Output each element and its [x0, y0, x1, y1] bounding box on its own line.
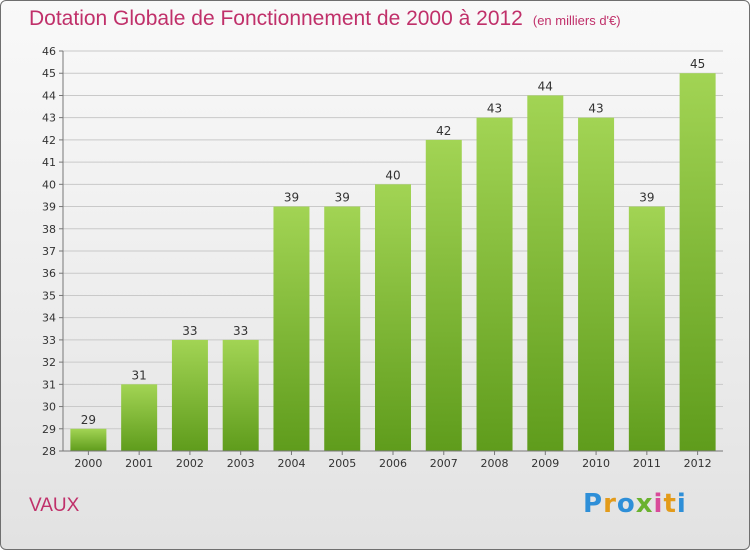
x-tick-label-2011: 2011 — [633, 457, 661, 470]
y-tick-label: 45 — [42, 67, 56, 80]
y-tick-label: 39 — [42, 201, 56, 214]
value-label-2012: 45 — [690, 57, 705, 71]
y-tick-label: 46 — [42, 45, 56, 58]
value-label-2007: 42 — [436, 124, 451, 138]
value-label-2010: 43 — [588, 102, 603, 116]
bar-2003 — [222, 339, 259, 451]
value-label-2008: 43 — [487, 102, 502, 116]
proxiti-logo: Proxiti — [583, 489, 687, 519]
x-tick-label-2004: 2004 — [277, 457, 305, 470]
bar-2010 — [578, 117, 615, 452]
bar-2004 — [273, 206, 310, 451]
y-tick-label: 37 — [42, 245, 56, 258]
value-label-2002: 33 — [182, 324, 197, 338]
y-tick-label: 34 — [42, 312, 56, 325]
bar-2001 — [121, 384, 158, 451]
y-tick-label: 44 — [42, 89, 56, 102]
chart-unit-note: (en milliers d'€) — [532, 13, 621, 28]
y-tick-label: 28 — [42, 445, 56, 458]
y-tick-label: 38 — [42, 223, 56, 236]
bar-2012 — [679, 73, 716, 451]
y-tick-label: 43 — [42, 112, 56, 125]
chart-title-text: Dotation Globale de Fonctionnement de 20… — [29, 7, 523, 30]
x-tick-label-2007: 2007 — [430, 457, 458, 470]
commune-name: VAUX — [29, 495, 80, 516]
value-label-2009: 44 — [538, 79, 553, 93]
value-label-2006: 40 — [385, 168, 400, 182]
x-tick-label-2000: 2000 — [74, 457, 102, 470]
y-tick-label: 41 — [42, 156, 56, 169]
y-tick-label: 42 — [42, 134, 56, 147]
y-tick-label: 30 — [42, 401, 56, 414]
value-label-2003: 33 — [233, 324, 248, 338]
value-label-2011: 39 — [639, 191, 654, 205]
x-tick-label-2008: 2008 — [481, 457, 509, 470]
x-tick-label-2009: 2009 — [531, 457, 559, 470]
y-tick-label: 31 — [42, 378, 56, 391]
x-tick-label-2006: 2006 — [379, 457, 407, 470]
y-tick-label: 29 — [42, 423, 56, 436]
x-tick-label-2010: 2010 — [582, 457, 610, 470]
bar-2006 — [375, 184, 411, 452]
y-tick-label: 40 — [42, 178, 56, 191]
y-tick-label: 36 — [42, 267, 56, 280]
x-tick-label-2012: 2012 — [684, 457, 712, 470]
bar-2008 — [476, 117, 513, 452]
bar-2007 — [425, 139, 462, 451]
value-label-2001: 31 — [132, 368, 147, 382]
chart-title: Dotation Globale de Fonctionnement de 20… — [29, 7, 621, 31]
bar-2011 — [628, 206, 665, 451]
y-tick-label: 35 — [42, 289, 56, 302]
bar-2000 — [70, 428, 107, 451]
x-tick-label-2005: 2005 — [328, 457, 356, 470]
x-tick-label-2003: 2003 — [227, 457, 255, 470]
bar-2002 — [171, 339, 208, 451]
x-tick-label-2002: 2002 — [176, 457, 204, 470]
value-label-2004: 39 — [284, 191, 299, 205]
y-tick-label: 32 — [42, 356, 56, 369]
bar-2005 — [324, 206, 361, 451]
bar-2009 — [527, 95, 564, 451]
value-label-2000: 29 — [81, 413, 96, 427]
x-tick-label-2001: 2001 — [125, 457, 153, 470]
value-label-2005: 39 — [335, 191, 350, 205]
y-tick-label: 33 — [42, 334, 56, 347]
